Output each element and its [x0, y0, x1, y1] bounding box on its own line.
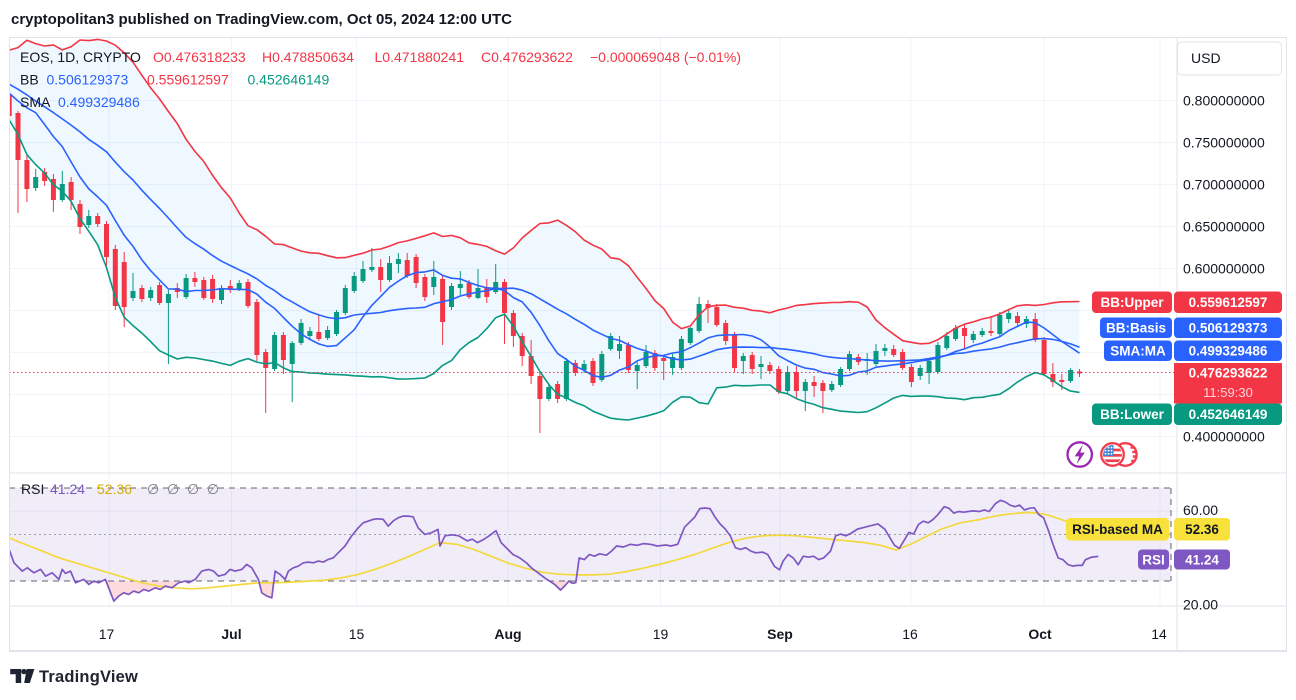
svg-text:0.559612597: 0.559612597 [1189, 295, 1268, 310]
svg-text:0.476293622: 0.476293622 [1189, 365, 1268, 380]
svg-text:BB:Basis: BB:Basis [1106, 321, 1166, 336]
svg-text:RSI: RSI [1142, 552, 1165, 567]
svg-text:SMA:MA: SMA:MA [1110, 344, 1166, 359]
svg-text:USD: USD [1191, 50, 1221, 66]
svg-text:11:59:30: 11:59:30 [1203, 385, 1253, 400]
svg-text:0.452646149: 0.452646149 [1189, 407, 1268, 422]
svg-text:RSI-based MA: RSI-based MA [1072, 522, 1163, 537]
svg-text:52.36: 52.36 [1185, 522, 1219, 537]
svg-text:41.24: 41.24 [1185, 552, 1219, 567]
svg-text:0.499329486: 0.499329486 [1189, 344, 1268, 359]
svg-text:BB:Upper: BB:Upper [1101, 295, 1165, 310]
svg-text:BB:Lower: BB:Lower [1100, 407, 1164, 422]
svg-text:0.506129373: 0.506129373 [1189, 321, 1268, 336]
